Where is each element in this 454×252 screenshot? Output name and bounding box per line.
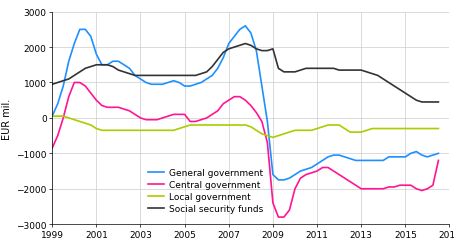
Central government <box>292 187 298 191</box>
General government <box>276 179 281 182</box>
Central government <box>242 99 248 102</box>
General government <box>424 156 430 159</box>
Y-axis label: EUR mil.: EUR mil. <box>2 98 12 139</box>
Local government <box>436 128 441 131</box>
Local government <box>419 128 424 131</box>
Social security funds <box>287 71 292 74</box>
Social security funds <box>424 101 430 104</box>
General government <box>408 152 414 155</box>
Central government <box>72 82 77 85</box>
General government <box>237 29 242 32</box>
Local government <box>287 131 292 134</box>
Local government <box>237 124 242 127</box>
Local government <box>49 115 55 118</box>
Line: Local government: Local government <box>52 117 439 138</box>
Central government <box>408 184 414 187</box>
Social security funds <box>436 101 441 104</box>
Central government <box>424 187 430 191</box>
Central government <box>49 147 55 150</box>
Social security funds <box>49 83 55 86</box>
Central government <box>276 216 281 219</box>
Central government <box>110 106 116 109</box>
Local government <box>60 115 66 118</box>
Legend: General government, Central government, Local government, Social security funds: General government, Central government, … <box>148 168 263 213</box>
Line: General government: General government <box>52 27 439 180</box>
Local government <box>347 131 353 134</box>
General government <box>292 173 298 176</box>
Social security funds <box>403 92 408 95</box>
Local government <box>160 129 165 132</box>
Social security funds <box>60 80 66 83</box>
Social security funds <box>105 64 110 67</box>
General government <box>49 115 55 118</box>
General government <box>105 64 110 67</box>
Local government <box>270 136 276 139</box>
General government <box>242 25 248 28</box>
General government <box>436 152 441 155</box>
Line: Central government: Central government <box>52 83 439 217</box>
Social security funds <box>237 45 242 48</box>
Central government <box>60 117 66 120</box>
Social security funds <box>419 101 424 104</box>
Line: Social security funds: Social security funds <box>52 44 439 103</box>
Central government <box>436 159 441 162</box>
General government <box>60 85 66 88</box>
Social security funds <box>242 43 248 46</box>
